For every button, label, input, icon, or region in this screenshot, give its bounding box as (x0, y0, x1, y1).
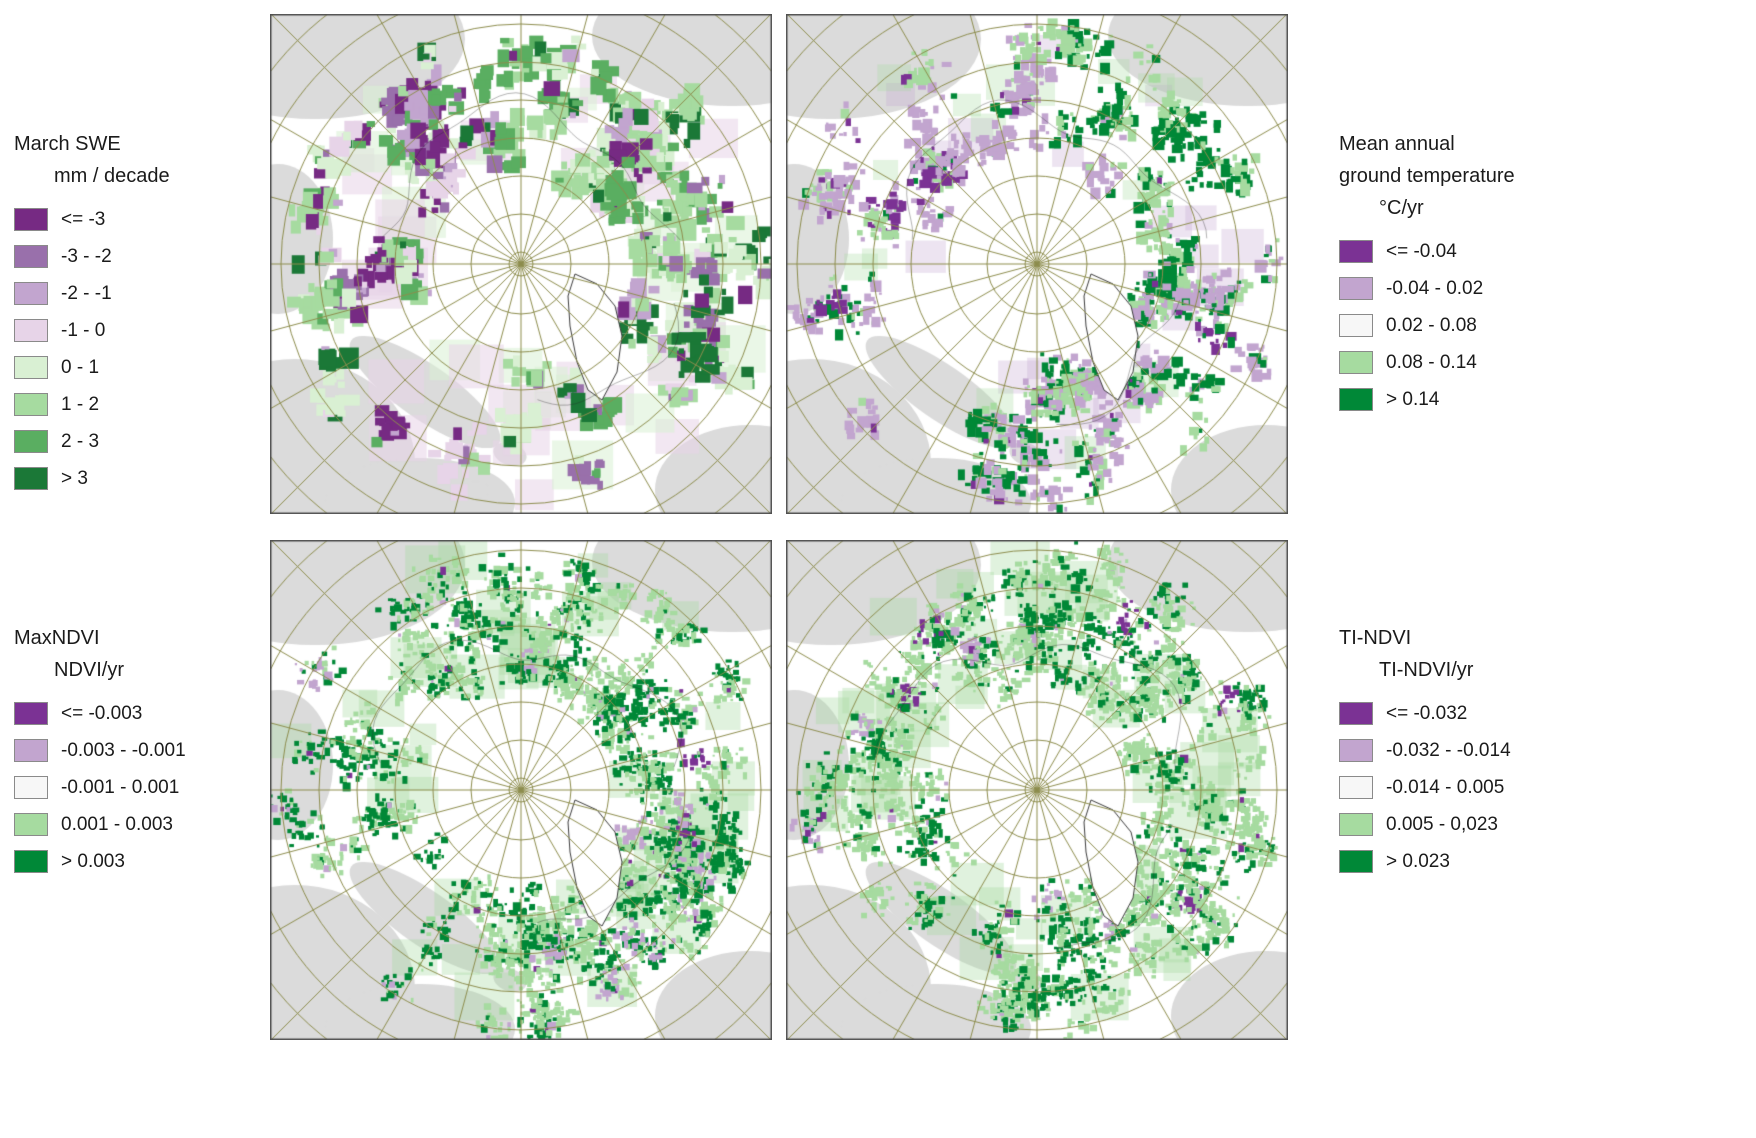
legend-row: <= -0.04 (1339, 233, 1749, 270)
legend-swatch (1339, 739, 1373, 762)
legend-unit: mm / decade (54, 165, 170, 187)
legend-swatch (1339, 813, 1373, 836)
legend-swatch (1339, 351, 1373, 374)
legend-class-label: -0.032 - -0.014 (1386, 739, 1511, 761)
legend-swatch (14, 813, 48, 836)
legend-row: -1 - 0 (14, 312, 264, 349)
legend-row: -0.003 - -0.001 (14, 732, 264, 769)
legend-row: -3 - -2 (14, 238, 264, 275)
legend-row: 2 - 3 (14, 423, 264, 460)
legend-row: > 0.14 (1339, 381, 1749, 418)
legend-title: MaxNDVI (14, 622, 264, 654)
legend-title: TI-NDVI (1339, 622, 1599, 654)
legend-swatch (1339, 240, 1373, 263)
legend-class-label: > 3 (61, 467, 88, 489)
legend-row: <= -0.032 (1339, 695, 1599, 732)
legend-swatch (14, 702, 48, 725)
legend-row: 0.005 - 0,023 (1339, 806, 1599, 843)
legend-rows: <= -3 -3 - -2 -2 - -1 -1 - 0 0 - 1 1 - 2 2 - 3… (14, 201, 264, 497)
legend-swatch (14, 430, 48, 453)
legend-class-label: 1 - 2 (61, 393, 100, 415)
legend-title-line: Mean annual (1339, 133, 1455, 155)
legend-rows: <= -0.04 -0.04 - 0.02 0.02 - 0.08 0.08 - 0.… (1339, 233, 1749, 418)
legend-rows: <= -0.003 -0.003 - -0.001 -0.001 - 0.001 0.… (14, 695, 264, 880)
legend-unit: NDVI/yr (54, 659, 124, 681)
legend-class-label: > 0.14 (1386, 388, 1440, 410)
legend-class-label: -1 - 0 (61, 319, 106, 341)
legend-swatch (14, 319, 48, 342)
legend-class-label: <= -0.003 (61, 702, 143, 724)
legend-row: -0.014 - 0.005 (1339, 769, 1599, 806)
legend-row: > 0.023 (1339, 843, 1599, 880)
legend-title-line: ground temperature (1339, 165, 1515, 187)
legend-class-label: -2 - -1 (61, 282, 112, 304)
legend-class-label: <= -0.04 (1386, 240, 1457, 262)
legend-row: 1 - 2 (14, 386, 264, 423)
legend-swatch (1339, 776, 1373, 799)
legend-class-label: 0.08 - 0.14 (1386, 351, 1477, 373)
legend-class-label: 0.02 - 0.08 (1386, 314, 1477, 336)
map-march-swe (270, 14, 772, 514)
legend-swatch (1339, 277, 1373, 300)
map-mean-annual-ground-temperature (786, 14, 1288, 514)
legend-rows: <= -0.032 -0.032 - -0.014 -0.014 - 0.005 0.… (1339, 695, 1599, 880)
legend-swatch (14, 245, 48, 268)
legend-row: 0 - 1 (14, 349, 264, 386)
legend-row: <= -3 (14, 201, 264, 238)
legend-swatch (14, 282, 48, 305)
legend-title: March SWE (14, 128, 264, 160)
legend-class-label: <= -0.032 (1386, 702, 1468, 724)
legend-row: -0.032 - -0.014 (1339, 732, 1599, 769)
legend-class-label: -0.04 - 0.02 (1386, 277, 1484, 299)
legend-unit: °C/yr (1379, 197, 1424, 219)
map-max-ndvi (270, 540, 772, 1040)
legend-class-label: > 0.003 (61, 850, 125, 872)
legend-row: <= -0.003 (14, 695, 264, 732)
legend-title-line: March SWE (14, 133, 121, 155)
legend-class-label: 0.005 - 0,023 (1386, 813, 1498, 835)
legend-row: 0.001 - 0.003 (14, 806, 264, 843)
legend-swatch (14, 467, 48, 490)
legend-class-label: 0.001 - 0.003 (61, 813, 173, 835)
legend-class-label: -0.001 - 0.001 (61, 776, 180, 798)
legend-unit: TI-NDVI/yr (1379, 659, 1474, 681)
legend-swatch (1339, 702, 1373, 725)
legend-class-label: > 0.023 (1386, 850, 1450, 872)
legend-swatch (1339, 314, 1373, 337)
legend-title-line: MaxNDVI (14, 627, 100, 649)
legend-class-label: 0 - 1 (61, 356, 100, 378)
legend-row: 0.02 - 0.08 (1339, 307, 1749, 344)
legend-swatch (1339, 850, 1373, 873)
legend-title-line: TI-NDVI (1339, 627, 1412, 649)
legend-title: Mean annual ground temperature (1339, 128, 1749, 192)
legend-mean-annual-ground-temperature: Mean annual ground temperature °C/yr <= -… (1339, 128, 1749, 418)
legend-class-label: <= -3 (61, 208, 106, 230)
legend-class-label: 2 - 3 (61, 430, 100, 452)
legend-row: > 3 (14, 460, 264, 497)
legend-row: -0.04 - 0.02 (1339, 270, 1749, 307)
legend-max-ndvi: MaxNDVI NDVI/yr <= -0.003 -0.003 - -0.001… (14, 622, 264, 880)
legend-swatch (14, 208, 48, 231)
legend-row: -2 - -1 (14, 275, 264, 312)
map-ti-ndvi (786, 540, 1288, 1040)
legend-class-label: -0.014 - 0.005 (1386, 776, 1505, 798)
legend-class-label: -0.003 - -0.001 (61, 739, 186, 761)
legend-row: 0.08 - 0.14 (1339, 344, 1749, 381)
legend-row: -0.001 - 0.001 (14, 769, 264, 806)
legend-row: > 0.003 (14, 843, 264, 880)
legend-march-swe: March SWE mm / decade <= -3 -3 - -2 -2 - -… (14, 128, 264, 497)
legend-swatch (14, 739, 48, 762)
legend-swatch (14, 393, 48, 416)
legend-swatch (14, 356, 48, 379)
legend-ti-ndvi: TI-NDVI TI-NDVI/yr <= -0.032 -0.032 - -0.… (1339, 622, 1599, 880)
legend-swatch (1339, 388, 1373, 411)
legend-swatch (14, 850, 48, 873)
legend-class-label: -3 - -2 (61, 245, 112, 267)
legend-swatch (14, 776, 48, 799)
